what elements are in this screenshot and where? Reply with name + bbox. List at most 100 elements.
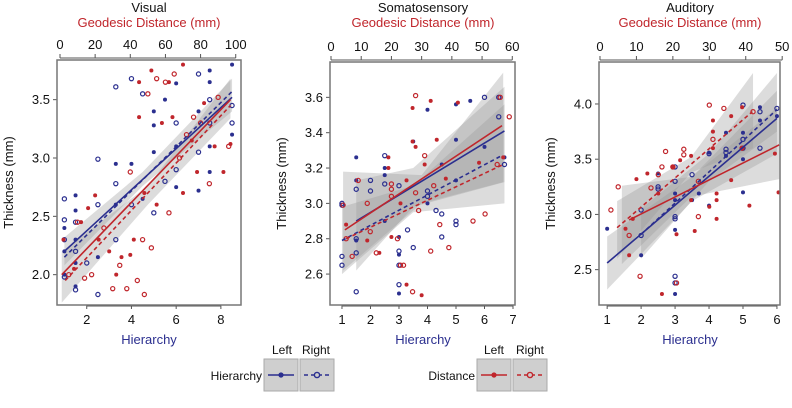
- data-point: [181, 62, 186, 67]
- data-point: [710, 118, 715, 123]
- data-point: [681, 152, 687, 158]
- data-point: [413, 144, 418, 149]
- data-point: [757, 105, 762, 110]
- data-point: [692, 228, 697, 233]
- data-point: [95, 156, 101, 162]
- data-point: [382, 152, 388, 159]
- data-point: [174, 81, 179, 86]
- legend-distance-left-marker: [491, 372, 497, 378]
- data-point: [353, 250, 359, 256]
- data-point: [707, 204, 712, 209]
- data-point: [162, 97, 167, 102]
- data-point: [353, 236, 359, 242]
- data-point: [404, 227, 411, 233]
- legend-left-header-hierarchy: Left: [272, 343, 293, 357]
- data-point: [729, 178, 734, 183]
- y-tick-label: 2.6: [305, 267, 323, 282]
- data-point: [494, 161, 500, 168]
- data-point: [404, 282, 409, 287]
- data-point: [670, 164, 676, 170]
- top-axis-label: Geodesic Distance (mm): [618, 15, 761, 30]
- data-point: [195, 71, 202, 77]
- top-x-tick-label: 50: [775, 39, 789, 54]
- data-point: [446, 244, 452, 251]
- fit-line: [344, 124, 503, 231]
- data-point: [151, 123, 156, 128]
- data-point: [110, 285, 116, 292]
- data-point: [95, 255, 100, 260]
- data-point: [740, 190, 745, 195]
- data-point: [434, 137, 439, 142]
- data-point: [207, 144, 212, 149]
- data-point: [729, 114, 734, 119]
- data-point: [721, 105, 727, 112]
- y-axis-label: Thickness (mm): [543, 137, 558, 229]
- data-point: [373, 250, 380, 256]
- x-tick-label: 2: [83, 312, 90, 327]
- y-tick-label: 2.0: [32, 267, 50, 282]
- plot-content: [605, 73, 780, 296]
- data-point: [659, 291, 664, 296]
- data-point: [196, 188, 201, 193]
- data-point: [776, 190, 780, 195]
- data-point: [637, 273, 643, 279]
- data-point: [367, 228, 373, 235]
- data-point: [412, 190, 419, 196]
- data-point: [365, 238, 370, 243]
- x-tick-label: 5: [452, 312, 459, 327]
- data-point: [396, 291, 401, 296]
- top-axis-label: Geodesic Distance (mm): [351, 15, 494, 30]
- data-point: [95, 201, 101, 208]
- legend: Left Right Hierarchy Left Right Distance: [211, 343, 548, 392]
- data-point: [482, 144, 487, 149]
- plot-content: [339, 72, 512, 298]
- confidence-band: [341, 104, 505, 275]
- data-point: [626, 232, 632, 239]
- data-point: [477, 160, 482, 165]
- data-point: [740, 130, 745, 135]
- data-point: [73, 208, 78, 213]
- panel-title: Somatosensory: [378, 0, 469, 15]
- data-point: [608, 207, 614, 213]
- top-x-tick-label: 20: [384, 39, 398, 54]
- data-point: [645, 171, 650, 176]
- data-point: [181, 191, 186, 195]
- data-point: [678, 158, 683, 163]
- data-point: [400, 262, 407, 268]
- data-point: [482, 211, 488, 217]
- data-point: [639, 253, 644, 258]
- data-point: [72, 248, 79, 255]
- data-point: [410, 244, 416, 251]
- legend-right-header-hierarchy: Right: [302, 343, 331, 357]
- data-point: [501, 155, 506, 160]
- data-point: [93, 193, 98, 198]
- data-point: [673, 227, 678, 232]
- top-x-tick-label: 60: [158, 37, 172, 52]
- data-point: [131, 237, 136, 242]
- data-point: [757, 118, 762, 123]
- data-point: [672, 178, 678, 184]
- data-point: [439, 234, 445, 240]
- confidence-band: [356, 86, 505, 271]
- data-point: [397, 262, 404, 268]
- data-point: [388, 181, 395, 187]
- data-point: [195, 149, 202, 155]
- data-point: [672, 213, 678, 220]
- data-point: [656, 191, 661, 196]
- data-point: [173, 120, 179, 126]
- data-point: [673, 191, 678, 196]
- data-point: [655, 186, 661, 192]
- data-point: [229, 120, 235, 126]
- data-point: [662, 148, 669, 155]
- data-point: [634, 177, 639, 182]
- y-tick-label: 3.0: [305, 196, 323, 211]
- top-x-tick-label: 10: [629, 39, 643, 54]
- data-point: [396, 248, 402, 254]
- data-point: [206, 96, 213, 103]
- fit-line: [628, 144, 780, 221]
- data-point: [171, 71, 177, 77]
- data-point: [86, 206, 91, 211]
- top-x-tick-label: 40: [123, 37, 137, 52]
- data-point: [162, 178, 168, 185]
